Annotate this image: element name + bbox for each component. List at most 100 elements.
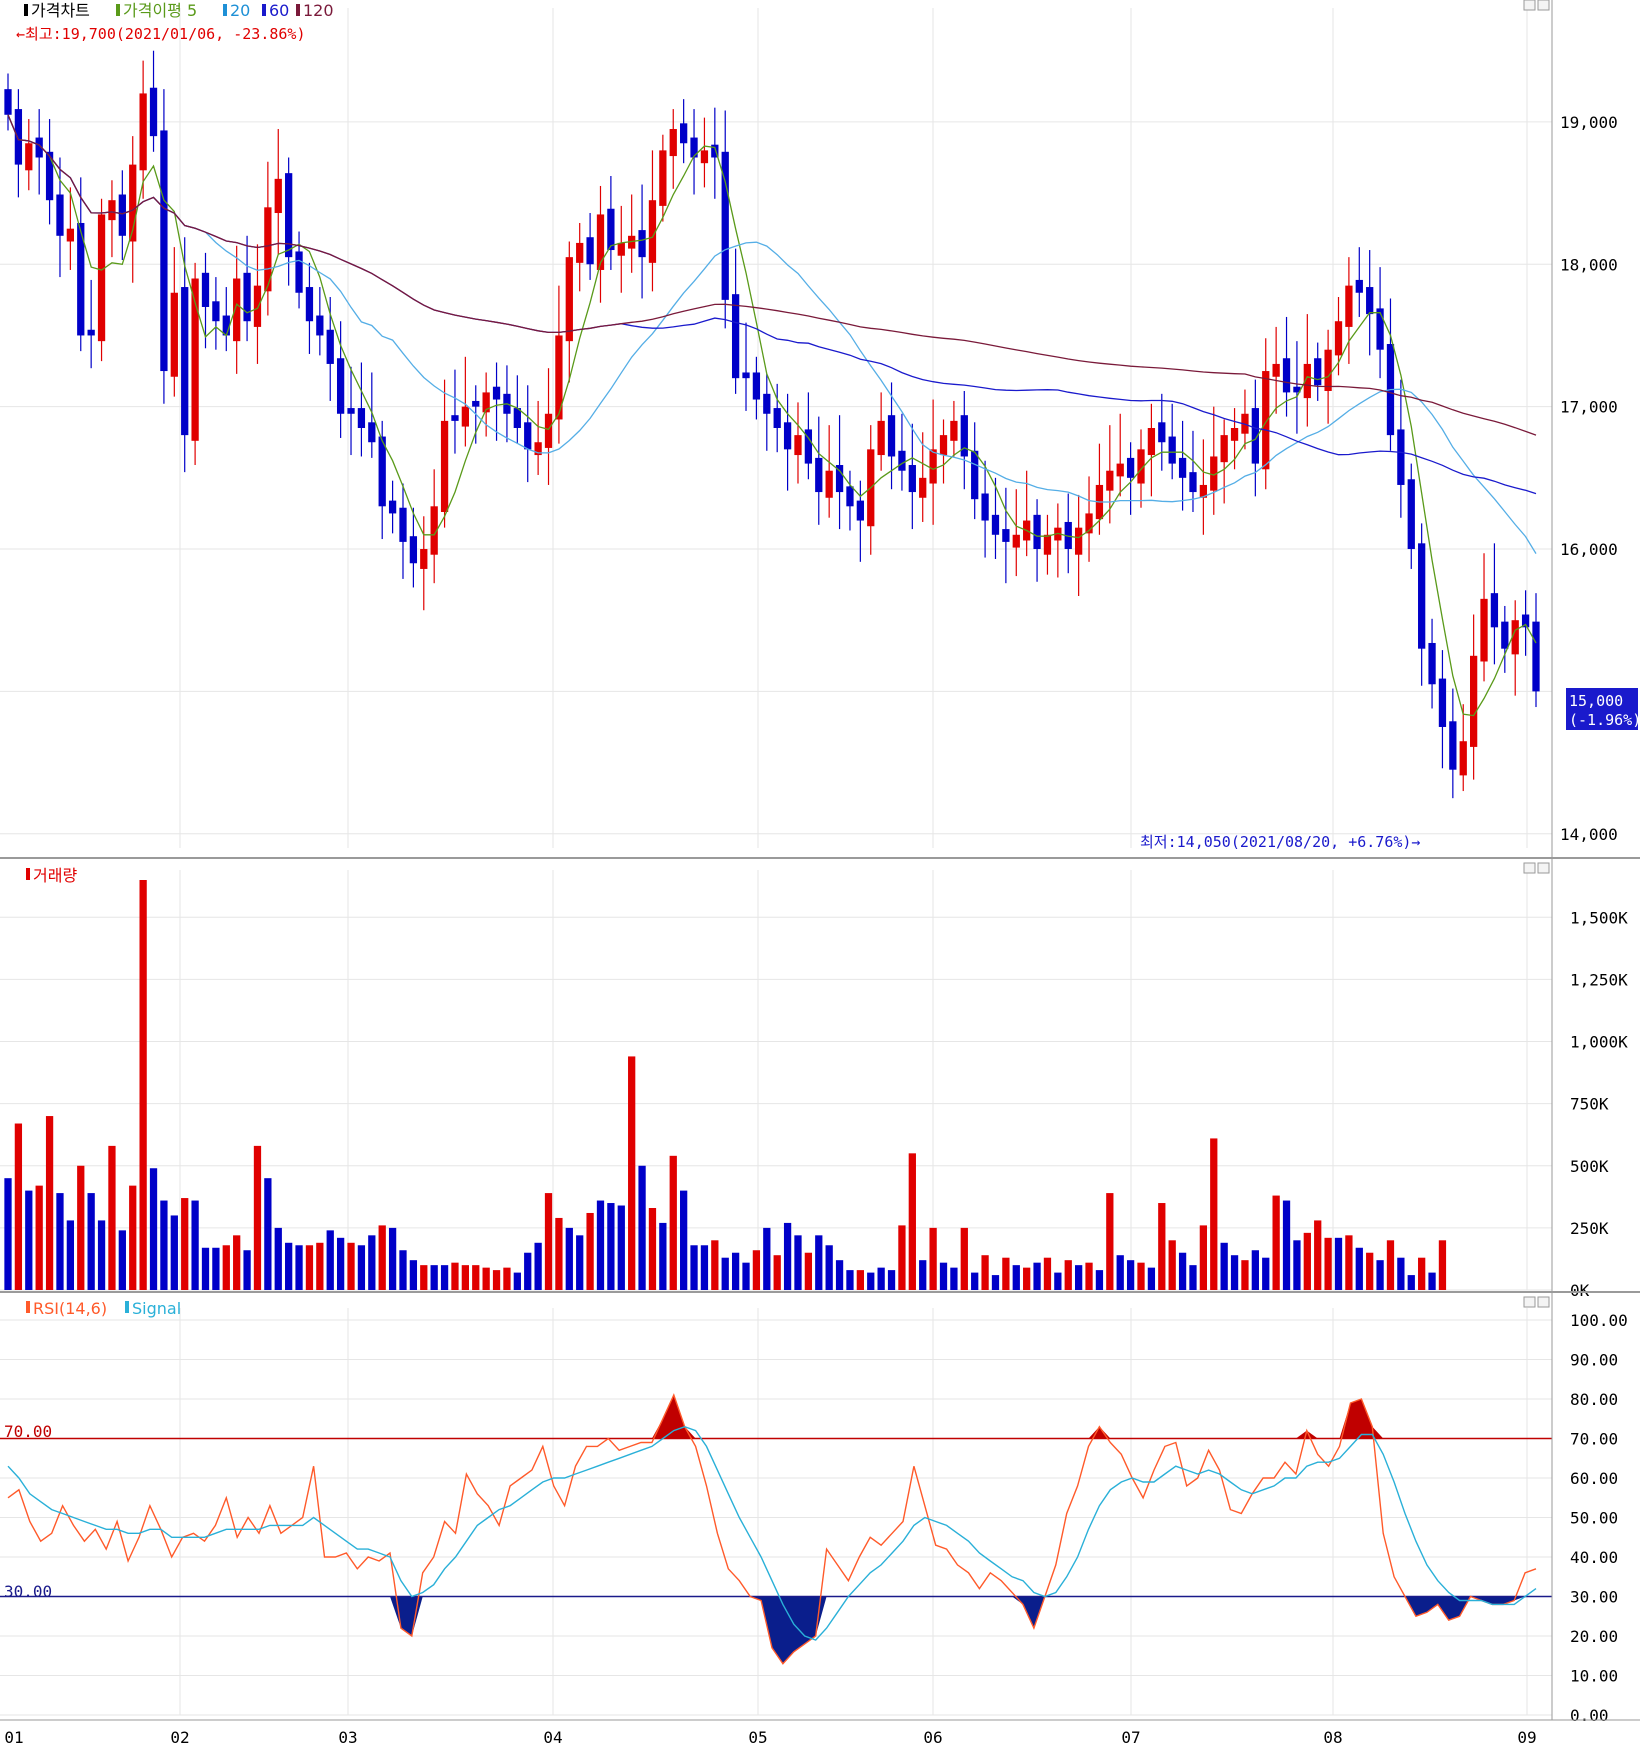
candle-body xyxy=(149,87,158,137)
volume-bar xyxy=(1043,1257,1052,1290)
volume-bar xyxy=(939,1262,948,1290)
candle-body xyxy=(534,442,542,456)
candle-body xyxy=(731,294,740,379)
candle-body xyxy=(700,150,709,164)
candle-body xyxy=(856,500,864,521)
volume-bar xyxy=(35,1185,43,1290)
volume-bar xyxy=(1262,1257,1270,1290)
candle-body xyxy=(1501,621,1509,649)
candle-body xyxy=(1397,429,1405,485)
candle-body xyxy=(690,137,698,158)
price-legend: 가격차트 가격이평 5 20 60 120 xyxy=(24,1,334,20)
minimize-icon[interactable] xyxy=(1523,862,1536,874)
volume-bar xyxy=(981,1255,989,1290)
minimize-icon[interactable] xyxy=(1523,1296,1536,1308)
candle-body xyxy=(378,436,386,507)
rsi-line xyxy=(7,1393,1537,1665)
volume-bar xyxy=(1106,1193,1114,1290)
candle-body xyxy=(388,500,397,514)
volume-bar xyxy=(991,1275,1000,1290)
minimize-icon[interactable] xyxy=(1523,0,1536,11)
candle-body xyxy=(752,372,761,400)
volume-bar xyxy=(513,1272,521,1290)
volume-bar xyxy=(222,1245,230,1290)
volume-bar xyxy=(1397,1257,1405,1290)
volume-bar xyxy=(1386,1240,1395,1290)
x-tick-label: 08 xyxy=(1323,1728,1342,1747)
candle-body xyxy=(981,493,989,521)
close-icon[interactable] xyxy=(1537,1296,1550,1308)
candle-body xyxy=(638,230,646,258)
candle-body xyxy=(950,420,958,441)
candle-body xyxy=(1303,363,1311,399)
volume-bar xyxy=(1126,1260,1135,1290)
candle-body xyxy=(118,194,126,236)
volume-bar xyxy=(336,1237,345,1290)
volume-bar xyxy=(596,1200,605,1290)
volume-bar xyxy=(451,1262,459,1290)
candle-body xyxy=(1272,363,1280,377)
price-tick-label: 17,000 xyxy=(1560,398,1618,417)
volume-bar xyxy=(731,1252,740,1290)
candle-body xyxy=(14,109,23,165)
rsi-oversold-fill xyxy=(750,1596,827,1664)
legend-volume: 거래량 xyxy=(33,866,77,885)
current-change: (-1.96%) xyxy=(1569,711,1640,729)
volume-bar xyxy=(856,1270,864,1290)
rsi-tick-label: 0.00 xyxy=(1570,1706,1609,1725)
volume-bar xyxy=(794,1235,802,1290)
legend-ma120: 120 xyxy=(303,1,334,20)
candle-body xyxy=(1355,279,1363,293)
volume-bar xyxy=(586,1212,594,1290)
candle-body xyxy=(1064,521,1072,550)
rsi-upper-label: 70.00 xyxy=(4,1422,52,1441)
volume-bar xyxy=(409,1260,418,1290)
volume-bar xyxy=(1324,1237,1332,1290)
volume-bar xyxy=(638,1165,646,1290)
candle-body xyxy=(430,506,438,555)
candle-body xyxy=(794,435,802,456)
volume-bar xyxy=(680,1190,688,1290)
volume-bar xyxy=(1137,1262,1145,1290)
current-price: 15,000 xyxy=(1569,692,1623,710)
candle-body xyxy=(201,272,210,307)
candle-body xyxy=(1521,614,1530,628)
volume-bar xyxy=(1282,1200,1291,1290)
legend-marker-signal xyxy=(125,1301,129,1313)
candle-body xyxy=(991,514,1000,535)
legend-price: 가격차트 xyxy=(31,1,90,20)
candle-body xyxy=(1178,457,1187,478)
rsi-tick-label: 50.00 xyxy=(1570,1509,1618,1528)
x-tick-label: 05 xyxy=(748,1728,767,1747)
volume-bar xyxy=(45,1116,54,1290)
volume-bar xyxy=(56,1193,64,1290)
rsi-panel-buttons xyxy=(1523,1296,1550,1308)
axis-layer: 01 02 03 04 05 06 07 08 09 19,000 18,000 17,000 16,0… xyxy=(4,113,1628,1747)
close-icon[interactable] xyxy=(1537,862,1550,874)
volume-bar xyxy=(669,1155,677,1290)
volume-bar xyxy=(1158,1203,1166,1290)
candle-body xyxy=(1490,593,1499,628)
rsi-lower-label: 30.00 xyxy=(4,1582,52,1601)
candle-body xyxy=(1366,287,1374,315)
volume-bar xyxy=(305,1245,314,1290)
volume-bar xyxy=(139,880,147,1290)
volume-bar xyxy=(1064,1260,1072,1290)
candle-body xyxy=(35,137,43,158)
candle-body xyxy=(919,477,927,498)
candle-body xyxy=(233,278,241,342)
legend-signal: Signal xyxy=(132,1299,181,1318)
volume-bar xyxy=(201,1247,210,1290)
volume-bar xyxy=(690,1245,698,1290)
volume-bar xyxy=(867,1272,875,1290)
volume-bar xyxy=(264,1178,272,1290)
volume-bar xyxy=(430,1265,438,1290)
ma20-line xyxy=(7,114,1537,554)
close-icon[interactable] xyxy=(1537,0,1550,11)
candle-body xyxy=(846,486,854,507)
candle-body xyxy=(596,214,605,270)
x-tick-label: 02 xyxy=(170,1728,189,1747)
volume-panel-buttons xyxy=(1523,862,1550,874)
volume-bar xyxy=(908,1153,916,1290)
candle-body xyxy=(586,237,594,265)
